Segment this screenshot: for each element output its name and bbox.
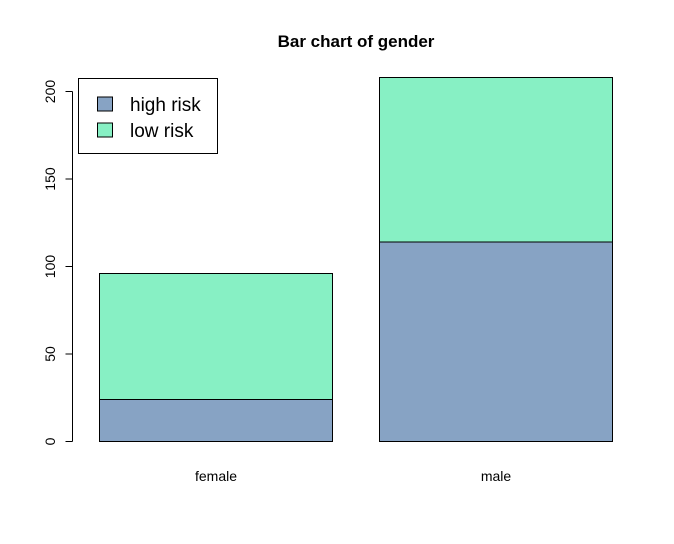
legend-swatch-low-risk — [97, 122, 113, 138]
legend-label-high-risk: high risk — [130, 95, 201, 116]
y-tick-label: 100 — [42, 255, 58, 279]
bars — [99, 77, 613, 442]
y-tick-label: 150 — [42, 167, 58, 191]
legend-label-low-risk: low risk — [130, 121, 194, 142]
chart-title: Bar chart of gender — [278, 32, 435, 51]
bar-male-low-risk — [379, 77, 613, 243]
bar-male-high-risk — [379, 241, 613, 442]
x-axis-labels: female male — [195, 468, 511, 484]
legend-box — [78, 78, 218, 154]
bar-female-high-risk — [99, 399, 333, 442]
y-tick-label: 50 — [42, 346, 58, 362]
legend-swatch-high-risk — [97, 96, 113, 112]
y-tick-label: 200 — [42, 80, 58, 104]
y-axis: 0 50 100 150 200 — [42, 80, 73, 445]
x-label-male: male — [481, 468, 512, 484]
legend: high risk low risk — [78, 78, 218, 154]
y-tick-label: 0 — [42, 437, 58, 445]
bar-female-low-risk — [99, 273, 333, 400]
x-label-female: female — [195, 468, 237, 484]
